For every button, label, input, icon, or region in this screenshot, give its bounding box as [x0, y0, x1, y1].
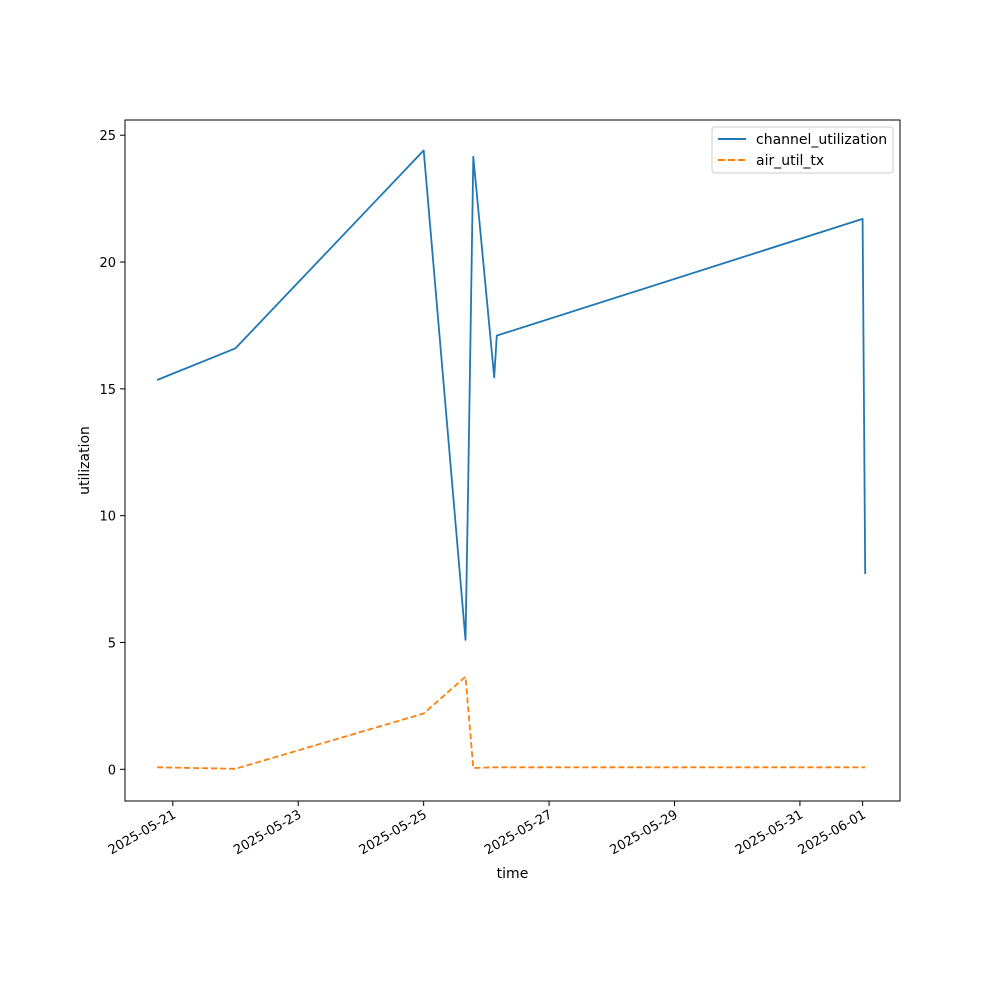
plot-area-frame [124, 119, 901, 802]
legend: channel_utilization air_util_tx [711, 126, 894, 174]
series-line-air-util-tx [157, 675, 866, 770]
legend-label-channel-utilization: channel_utilization [756, 132, 887, 148]
y-tick-label: 0 [108, 763, 116, 778]
y-axis-label: utilization [77, 426, 93, 495]
y-tick-label: 15 [99, 383, 116, 398]
series-line-channel-utilization [156, 149, 867, 641]
y-tick-label: 20 [99, 256, 116, 271]
legend-label-air-util-tx: air_util_tx [756, 153, 824, 169]
y-tick-label: 10 [99, 510, 116, 525]
y-tick-label: 25 [99, 129, 116, 144]
legend-box [711, 126, 894, 174]
y-tick-label: 5 [108, 636, 116, 651]
x-axis-label: time [497, 866, 529, 882]
